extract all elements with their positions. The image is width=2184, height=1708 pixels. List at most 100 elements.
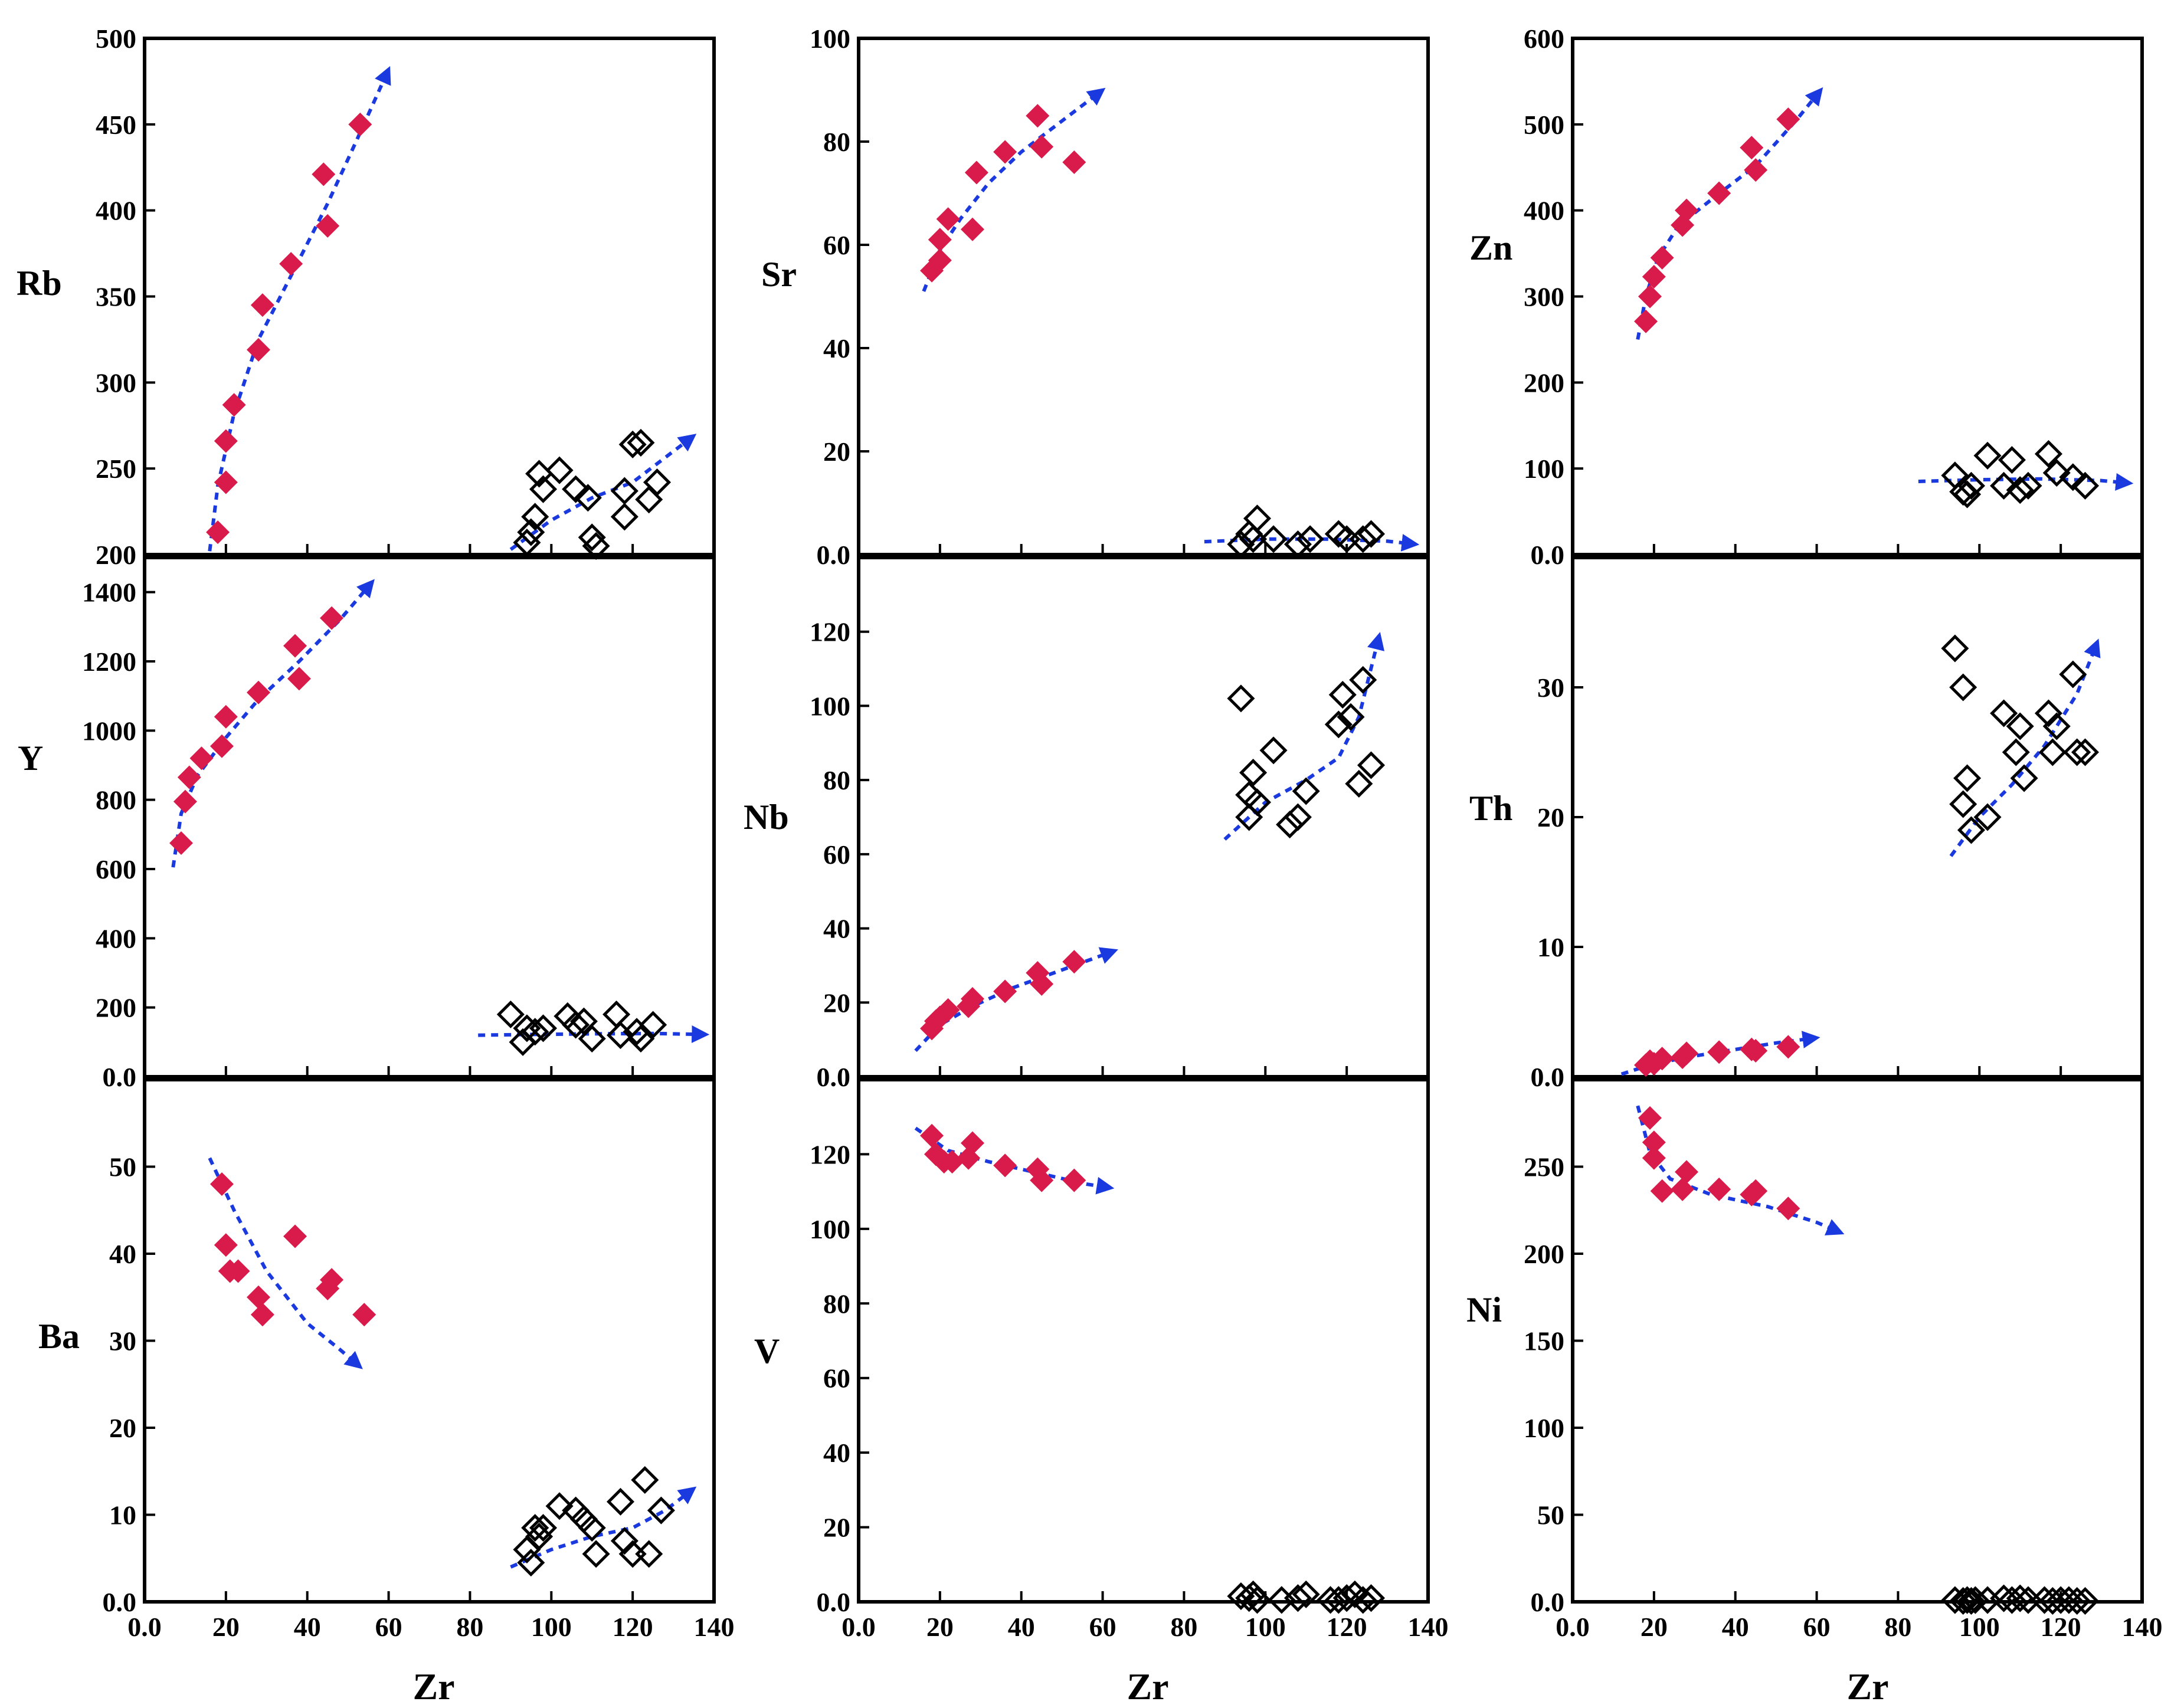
point-open-ni-14: [2063, 1586, 2091, 1615]
plot-frame-v: [857, 1078, 1430, 1604]
y-tick-label-ni-5: 250: [1524, 1152, 1564, 1182]
trend-line-y-0: [171, 579, 375, 868]
point-filled-sr-6: [993, 140, 1017, 164]
y-tick-label-th-2: 20: [1537, 802, 1564, 832]
x-tick-label-v-3: 60: [1089, 1612, 1116, 1642]
x-tick-label-ni-2: 40: [1722, 1612, 1749, 1642]
point-filled-zn-6: [1707, 181, 1731, 205]
point-open-rb-14: [635, 486, 663, 514]
x-tick-label-ni-7: 140: [2122, 1612, 2163, 1642]
point-open-th-12: [2042, 712, 2071, 740]
trend-line-rb-1: [509, 434, 697, 551]
point-filled-rb-1: [214, 470, 238, 494]
point-open-th-10: [2034, 699, 2062, 727]
y-axis-label-v: V: [754, 1332, 780, 1371]
point-filled-nb-5: [961, 987, 984, 1011]
point-filled-ni-0: [1638, 1106, 1662, 1130]
y-tick-label-v-2: 40: [823, 1438, 850, 1468]
y-tick-label-zn-5: 500: [1524, 110, 1564, 140]
point-open-sr-7: [1324, 520, 1353, 548]
point-open-sr-5: [1283, 530, 1312, 559]
point-filled-ni-5: [1675, 1160, 1698, 1184]
x-tick-label-v-5: 100: [1245, 1612, 1286, 1642]
x-tick-label-ba-7: 140: [694, 1612, 735, 1642]
point-filled-zn-8: [1744, 158, 1768, 182]
y-tick-label-zn-3: 300: [1524, 282, 1564, 312]
trend-line-y-1: [478, 1025, 710, 1043]
y-tick-label-zn-2: 200: [1524, 368, 1564, 398]
point-open-rb-10: [610, 503, 638, 531]
y-axis-label-th: Th: [1469, 789, 1512, 828]
point-filled-v-0: [920, 1123, 944, 1148]
y-tick-label-sr-0: 0.0: [817, 540, 851, 570]
y-tick-label-nb-1: 20: [823, 988, 850, 1018]
point-filled-y-0: [169, 831, 194, 855]
point-open-ni-15: [2071, 1586, 2100, 1615]
point-filled-ba-4: [247, 1285, 270, 1309]
point-open-rb-0: [513, 529, 541, 557]
y-tick-label-nb-4: 80: [823, 765, 850, 795]
point-filled-sr-8: [1030, 135, 1054, 159]
plot-frame-nb: [857, 556, 1430, 1078]
point-open-sr-3: [1243, 504, 1272, 533]
point-filled-sr-1: [928, 248, 952, 273]
y-tick-label-y-1: 200: [96, 993, 136, 1023]
point-open-nb-3: [1239, 759, 1268, 787]
point-filled-zn-0: [1634, 309, 1658, 333]
x-axis-label-col2: Zr: [1127, 1666, 1168, 1707]
y-tick-label-nb-5: 100: [810, 691, 850, 721]
panel-zn: Zn 0.0 100 200 300 400 500 600: [1469, 24, 2144, 570]
point-open-ni-4: [1961, 1586, 1989, 1614]
point-open-rb-15: [643, 468, 672, 497]
point-open-ba-9: [582, 1540, 610, 1568]
point-filled-rb-2: [214, 429, 238, 453]
point-filled-y-6: [247, 680, 270, 704]
point-filled-ba-9: [352, 1303, 376, 1327]
point-open-ni-2: [1953, 1586, 1982, 1614]
plot-frame-ba: [143, 1078, 716, 1604]
point-filled-v-9: [1062, 1168, 1086, 1192]
point-open-rb-2: [521, 503, 549, 531]
point-open-zn-3: [1957, 471, 1986, 500]
point-open-v-5: [1283, 1584, 1312, 1612]
point-open-v-0: [1227, 1582, 1255, 1611]
point-open-y-9: [603, 1000, 631, 1028]
point-open-rb-4: [529, 475, 558, 503]
point-open-zn-4: [1973, 441, 2002, 470]
point-open-th-11: [2038, 738, 2067, 766]
y-axis-label-rb: Rb: [17, 264, 62, 303]
y-tick-label-sr-1: 20: [823, 437, 850, 467]
trend-line-zn-0: [1636, 87, 1823, 340]
point-open-nb-2: [1235, 781, 1263, 809]
y-tick-label-th-1: 10: [1537, 932, 1564, 962]
y-tick-label-rb-5: 450: [96, 110, 136, 140]
point-open-ni-1: [1949, 1586, 1977, 1615]
point-open-rb-1: [517, 518, 545, 546]
y-tick-label-rb-3: 350: [96, 282, 136, 312]
point-filled-zn-5: [1675, 198, 1698, 222]
point-open-v-6: [1292, 1580, 1320, 1608]
point-open-nb-7: [1283, 803, 1312, 831]
y-tick-label-zn-4: 400: [1524, 196, 1564, 226]
plot-frame-th: [1571, 556, 2144, 1078]
point-filled-rb-0: [206, 520, 230, 545]
y-tick-label-y-2: 400: [96, 923, 136, 953]
point-open-th-1: [1949, 790, 1977, 818]
y-tick-label-ni-1: 50: [1537, 1500, 1564, 1530]
panel-rb: Rb 200 250 300 350 400 450 500: [17, 24, 716, 570]
y-tick-label-y-7: 1400: [82, 578, 136, 608]
trend-line-zn-1: [1918, 473, 2134, 491]
y-axis-label-zn: Zn: [1469, 228, 1512, 267]
point-open-nb-14: [1357, 751, 1386, 779]
point-open-ba-8: [578, 1514, 606, 1542]
point-open-zn-10: [2042, 458, 2071, 487]
point-open-ba-14: [635, 1540, 663, 1568]
x-tick-label-ba-0: 0.0: [127, 1612, 162, 1642]
point-filled-ba-0: [209, 1172, 234, 1196]
point-filled-nb-6: [993, 979, 1017, 1004]
point-open-nb-8: [1292, 777, 1320, 805]
point-open-ba-13: [631, 1466, 659, 1494]
point-open-y-0: [496, 1000, 525, 1028]
point-open-sr-2: [1239, 525, 1268, 553]
